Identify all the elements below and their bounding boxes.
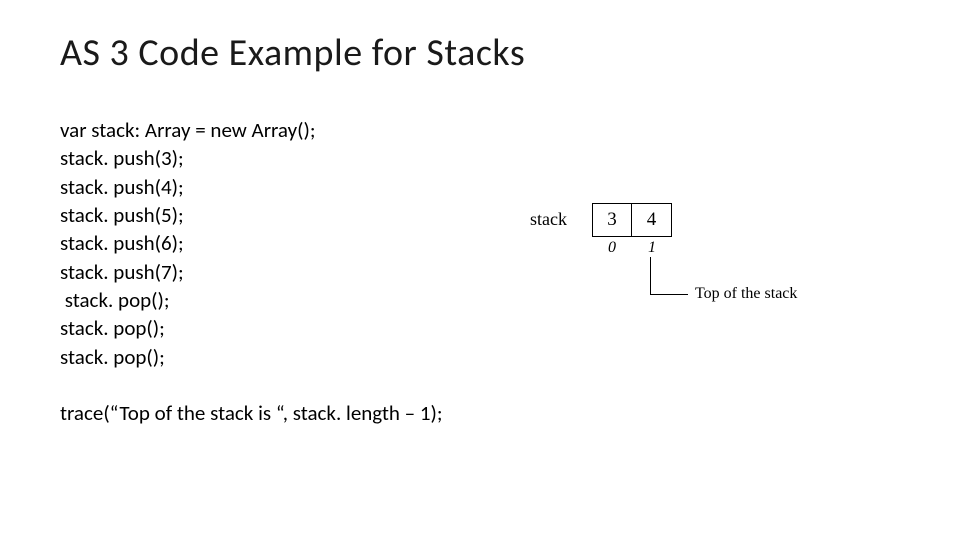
stack-cell: 3: [592, 203, 632, 237]
stack-var-label: stack: [530, 209, 567, 230]
code-line: stack. pop();: [60, 343, 900, 371]
code-line: stack. push(4);: [60, 173, 900, 201]
stack-index: 0: [608, 239, 616, 257]
stack-cells: 3 4: [592, 203, 672, 237]
top-pointer-line: [650, 257, 688, 295]
code-line: var stack: Array = new Array();: [60, 116, 900, 144]
code-line: stack. pop();: [60, 314, 900, 342]
code-line: stack. push(7);: [60, 258, 900, 286]
trace-line: trace(“Top of the stack is “, stack. len…: [60, 399, 900, 427]
code-block: var stack: Array = new Array(); stack. p…: [60, 116, 900, 427]
code-line: stack. push(3);: [60, 144, 900, 172]
stack-cell: 4: [632, 203, 672, 237]
code-line: stack. push(5);: [60, 201, 900, 229]
slide: AS 3 Code Example for Stacks var stack: …: [0, 0, 960, 540]
stack-index: 1: [648, 239, 656, 257]
code-line: stack. push(6);: [60, 229, 900, 257]
top-of-stack-label: Top of the stack: [695, 285, 797, 303]
slide-title: AS 3 Code Example for Stacks: [60, 30, 900, 76]
